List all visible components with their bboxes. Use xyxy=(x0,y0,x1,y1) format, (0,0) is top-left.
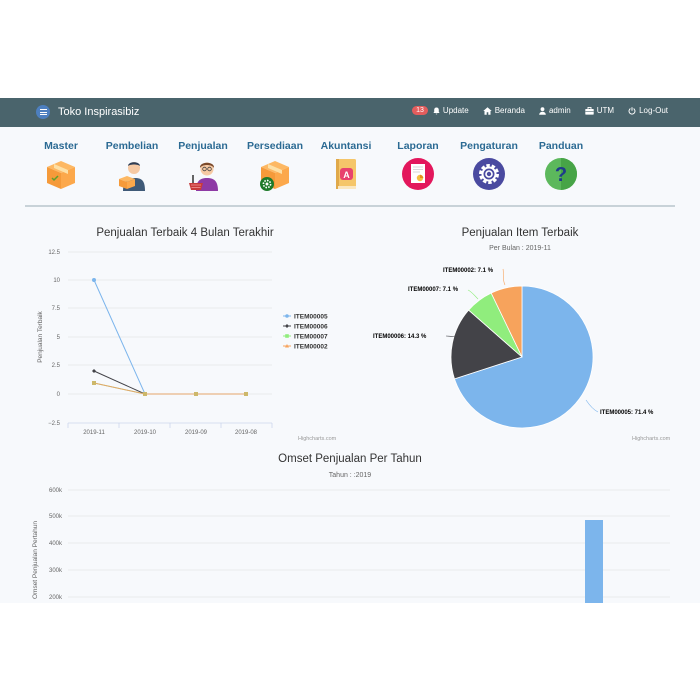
menu-label-panduan: Panduan xyxy=(538,140,584,152)
svg-text:10: 10 xyxy=(53,278,60,284)
nav-update-label: Update xyxy=(442,106,469,115)
svg-text:0: 0 xyxy=(57,392,61,398)
menu-item-persediaan[interactable]: Persediaan xyxy=(240,140,310,196)
svg-text:ITEM00005: ITEM00005 xyxy=(294,314,328,321)
menu-item-laporan[interactable]: Laporan xyxy=(383,140,453,196)
svg-text:ITEM00006: ITEM00006 xyxy=(294,324,328,331)
svg-text:300k: 300k xyxy=(49,568,63,574)
menu-label-master: Master xyxy=(44,140,78,152)
menu-item-akuntansi[interactable]: Akuntansi A xyxy=(311,140,381,196)
svg-text:500k: 500k xyxy=(49,514,63,520)
menu-label-pembelian: Pembelian xyxy=(105,140,159,152)
pie-chart-title: Penjualan Item Terbaik xyxy=(461,227,579,239)
brand[interactable]: Toko Inspirasibiz xyxy=(36,105,139,119)
line-chart-title: Penjualan Terbaik 4 Bulan Terakhir xyxy=(96,227,274,239)
svg-text:2019-09: 2019-09 xyxy=(185,430,208,436)
svg-text:2019-10: 2019-10 xyxy=(134,430,157,436)
nav-right: 13 Update Beranda admin UTM Log-Out xyxy=(412,106,668,115)
svg-text:2019-08: 2019-08 xyxy=(235,430,258,436)
svg-text:ITEM00002: 7.1 %: ITEM00002: 7.1 % xyxy=(443,268,494,274)
home-icon xyxy=(483,106,492,115)
ledger-book-icon: A xyxy=(336,159,356,189)
menu-item-panduan[interactable]: Panduan ? xyxy=(526,140,596,196)
bar-chart-title: Omset Penjualan Per Tahun xyxy=(278,453,422,465)
pie-chart-credit[interactable]: Highcharts.com xyxy=(632,436,671,442)
svg-text:5: 5 xyxy=(57,335,61,341)
line-chart: 12.5 10 7.5 5 2.5 0 −2.5 2019-11 2019-10… xyxy=(37,250,328,436)
svg-text:?: ? xyxy=(555,164,567,186)
nav-update[interactable]: 13 Update xyxy=(412,106,469,115)
module-menu: Master Pembelian Penjualan xyxy=(0,140,700,200)
nav-beranda[interactable]: Beranda xyxy=(483,106,525,115)
svg-text:A: A xyxy=(343,170,350,180)
cashier-basket-icon xyxy=(189,162,218,191)
report-icon xyxy=(402,158,434,190)
line-chart-legend: ITEM00005 ITEM00006 ITEM00007 ITEM00002 xyxy=(283,314,328,351)
svg-text:ITEM00007: 7.1 %: ITEM00007: 7.1 % xyxy=(408,287,459,293)
nav-logout[interactable]: Log-Out xyxy=(628,106,668,115)
svg-text:ITEM00006: 14.3 %: ITEM00006: 14.3 % xyxy=(373,334,427,340)
person-box-icon xyxy=(119,162,145,191)
svg-text:ITEM00007: ITEM00007 xyxy=(294,334,328,341)
nav-admin[interactable]: admin xyxy=(539,106,571,115)
bar-chart-subtitle: Tahun : :2019 xyxy=(328,472,372,479)
svg-text:ITEM00002: ITEM00002 xyxy=(294,344,328,351)
settings-gear-icon xyxy=(473,158,505,190)
top-navbar: Toko Inspirasibiz 13 Update Beranda admi… xyxy=(0,98,700,127)
update-count-badge: 13 xyxy=(412,106,428,115)
svg-text:200k: 200k xyxy=(49,595,63,601)
bar-chart: 600k 500k 400k 300k 200k Omset Penjualan… xyxy=(32,488,670,603)
nav-utm-label: UTM xyxy=(596,106,615,115)
menu-item-master[interactable]: Master xyxy=(26,140,96,196)
nav-admin-label: admin xyxy=(548,106,571,115)
svg-text:2.5: 2.5 xyxy=(52,363,61,369)
menu-toggle-icon[interactable] xyxy=(36,105,50,119)
help-question-icon: ? xyxy=(545,158,577,190)
svg-text:400k: 400k xyxy=(49,541,63,547)
svg-text:ITEM00005: 71.4 %: ITEM00005: 71.4 % xyxy=(600,410,654,416)
pie-chart: ITEM00002: 7.1 % ITEM00007: 7.1 % ITEM00… xyxy=(373,268,654,429)
svg-text:12.5: 12.5 xyxy=(48,250,60,256)
line-chart-credit[interactable]: Highcharts.com xyxy=(298,436,337,442)
menu-label-pengaturan: Pengaturan xyxy=(460,140,518,152)
menu-label-laporan: Laporan xyxy=(397,140,439,152)
menu-item-pembelian[interactable]: Pembelian xyxy=(97,140,167,196)
svg-text:Penjualan Terbaik: Penjualan Terbaik xyxy=(37,310,44,362)
menu-label-persediaan: Persediaan xyxy=(246,140,304,152)
app-screen: Toko Inspirasibiz 13 Update Beranda admi… xyxy=(0,98,700,603)
svg-text:600k: 600k xyxy=(49,488,63,494)
svg-text:7.5: 7.5 xyxy=(52,306,61,312)
user-icon xyxy=(539,106,546,115)
nav-logout-label: Log-Out xyxy=(639,106,668,115)
menu-label-akuntansi: Akuntansi xyxy=(320,140,372,152)
svg-text:2019-11: 2019-11 xyxy=(83,430,105,436)
nav-utm[interactable]: UTM xyxy=(585,106,614,115)
nav-beranda-label: Beranda xyxy=(494,106,525,115)
power-icon xyxy=(628,106,636,115)
menu-item-pengaturan[interactable]: Pengaturan xyxy=(454,140,524,196)
svg-text:−2.5: −2.5 xyxy=(48,421,61,427)
menu-item-penjualan[interactable]: Penjualan xyxy=(168,140,238,196)
section-divider xyxy=(25,205,675,207)
menu-label-penjualan: Penjualan xyxy=(178,140,228,152)
svg-text:Omset Penjualan Pertahun: Omset Penjualan Pertahun xyxy=(32,521,39,599)
pie-chart-subtitle: Per Bulan : 2019-11 xyxy=(489,245,551,252)
box-check-icon xyxy=(47,161,75,189)
bell-icon xyxy=(433,107,440,114)
briefcase-icon xyxy=(585,106,594,115)
brand-title: Toko Inspirasibiz xyxy=(58,106,140,118)
box-gear-icon xyxy=(260,161,289,191)
